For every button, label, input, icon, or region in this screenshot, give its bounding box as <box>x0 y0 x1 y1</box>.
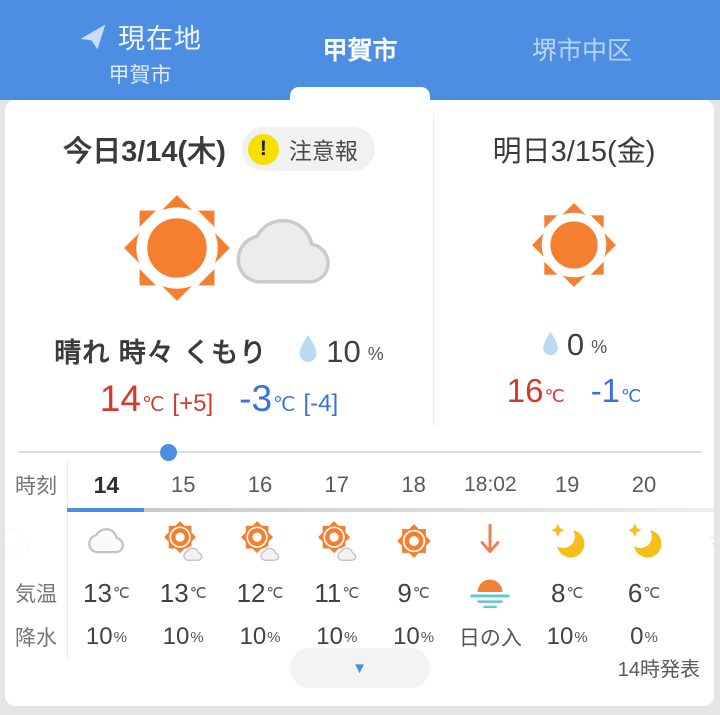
icon-row-label <box>5 512 68 570</box>
hourly-time-row: 時刻 14 15 16 17 18 18:02 19 20 <box>5 462 714 508</box>
hour-temp: 12 ℃ <box>236 577 284 608</box>
sunny-icon <box>392 519 436 563</box>
today-precip-unit: % <box>367 343 384 364</box>
active-tab-indicator <box>290 87 430 103</box>
today-low-temp: -3℃ [-4] <box>239 378 339 419</box>
sun-then-cloud-icon <box>315 519 359 563</box>
tomorrow-precip-value: 0 <box>566 326 585 362</box>
sun-icon <box>114 185 240 311</box>
hour-precip: 10% <box>239 623 281 650</box>
precip-row-label: 降水 <box>5 616 68 658</box>
hour-precip: 10% <box>85 623 127 650</box>
hour-precip: 10% <box>162 623 204 650</box>
advisory-label: 注意報 <box>288 138 358 164</box>
warning-icon: ! <box>247 133 279 165</box>
sunset-icon <box>467 575 513 611</box>
sunny-icon <box>524 195 624 295</box>
issued-time-label: 14時発表 <box>617 659 700 681</box>
next-column-moon-icon <box>708 519 714 563</box>
hour-time: 16 <box>247 472 273 497</box>
sunset-label: 日の入 <box>458 627 522 650</box>
expand-hourly-button[interactable]: ▼ <box>289 648 430 688</box>
hour-temp: 13 ℃ <box>159 577 207 608</box>
hourly-precip-row: 降水 10% 10% 10% 10% 10% 日の入 10% 0% <box>5 616 714 658</box>
today-title: 今日3/14(木) <box>63 136 226 168</box>
sun-then-cloud-icon <box>238 519 282 563</box>
moon-icon <box>622 519 666 563</box>
hour-temp: 11 ℃ <box>314 577 360 608</box>
tomorrow-precip-unit: % <box>591 336 608 357</box>
sunset-time: 18:02 <box>464 473 517 496</box>
hour-precip: 10% <box>316 623 358 650</box>
app-header: 現在地 甲賀市 甲賀市 堺市中区 <box>0 0 720 103</box>
hourly-forecast-table: 時刻 14 15 16 17 18 18:02 19 20 <box>5 462 714 658</box>
raindrop-icon <box>297 334 319 364</box>
hour-precip: 10% <box>393 623 435 650</box>
tab-kokashi[interactable]: 甲賀市 <box>322 37 398 65</box>
advisory-badge[interactable]: ! 注意報 <box>241 127 375 171</box>
hourly-scroll-thumb <box>67 508 144 512</box>
tomorrow-high-temp: 16℃ <box>506 372 565 409</box>
chevron-down-icon: ▼ <box>352 659 367 677</box>
page-indicator-track <box>18 451 702 453</box>
cloudy-icon <box>84 519 128 563</box>
hour-temp: 9 ℃ <box>397 577 430 608</box>
hourly-icon-row <box>5 512 714 570</box>
today-forecast: 今日3/14(木) ! 注意報 晴れ 時々 くもり 10 % <box>5 100 433 430</box>
today-precip: 10 % <box>297 334 384 367</box>
column-divider <box>433 114 434 426</box>
hour-time: 17 <box>324 472 350 497</box>
sunset-arrow-icon <box>477 522 503 560</box>
today-high-temp: 14℃ [+5] <box>99 378 214 419</box>
sun-and-cloud-icon <box>88 173 350 323</box>
current-location-button[interactable]: 現在地 甲賀市 <box>70 17 210 89</box>
tab-sakaishi-nakaku[interactable]: 堺市中区 <box>531 37 632 65</box>
hourly-temp-row: 気温 13 ℃ 13 ℃ 12 ℃ 11 ℃ 9 ℃ 8 ℃ 6 ℃ <box>5 570 714 616</box>
tomorrow-precip: 0 % <box>541 329 607 360</box>
hour-time: 20 <box>631 472 657 497</box>
hour-precip: 10% <box>546 623 588 650</box>
current-location-city: 甲賀市 <box>108 64 172 87</box>
navigation-icon <box>78 22 108 52</box>
hour-time: 19 <box>554 472 580 497</box>
hour-temp: 8 ℃ <box>551 577 584 608</box>
today-summary: 晴れ 時々 くもり <box>54 337 268 368</box>
hour-temp: 13 ℃ <box>83 577 130 608</box>
hourly-scroll-track[interactable] <box>67 508 714 512</box>
tomorrow-forecast: 明日3/15(金) 0 % 16℃ -1℃ <box>434 100 714 424</box>
hour-time: 15 <box>170 472 196 497</box>
sun-then-cloud-icon <box>161 519 205 563</box>
raindrop-icon <box>541 331 560 357</box>
forecast-card: 今日3/14(木) ! 注意報 晴れ 時々 くもり 10 % <box>5 100 714 706</box>
tomorrow-low-temp: -1℃ <box>590 372 642 409</box>
temp-row-label: 気温 <box>5 570 68 616</box>
tomorrow-title: 明日3/15(金) <box>492 136 656 168</box>
moon-icon <box>545 519 589 563</box>
hour-time: 14 <box>93 471 120 498</box>
hour-precip: 0% <box>630 623 658 650</box>
current-location-label: 現在地 <box>118 24 202 54</box>
hour-time: 18 <box>401 472 426 497</box>
time-row-label: 時刻 <box>5 462 68 508</box>
hour-temp: 6 ℃ <box>627 577 661 608</box>
page-indicator-dot[interactable] <box>160 444 177 461</box>
today-precip-value: 10 <box>326 333 361 369</box>
